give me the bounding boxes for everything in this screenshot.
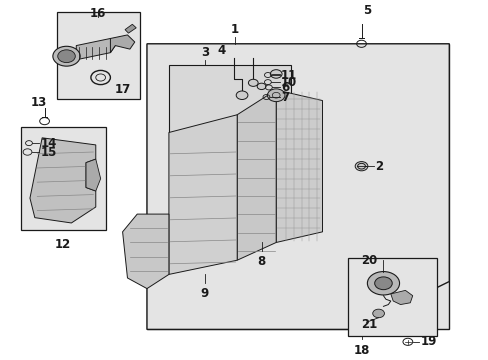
Text: 2: 2 [374,160,383,173]
Circle shape [257,83,265,90]
Text: 6: 6 [281,81,289,94]
Polygon shape [147,44,448,329]
Text: 13: 13 [31,96,47,109]
Text: 3: 3 [201,46,209,59]
Circle shape [236,91,247,99]
Text: 10: 10 [281,76,297,89]
Text: 21: 21 [361,318,377,330]
Polygon shape [30,138,96,223]
Polygon shape [125,24,136,33]
Polygon shape [237,90,276,260]
Bar [347,258,436,337]
Text: 11: 11 [281,68,297,81]
Text: 4: 4 [217,44,225,57]
Text: 15: 15 [41,145,57,158]
Polygon shape [168,115,237,274]
Bar [147,44,448,329]
Circle shape [372,309,384,318]
Polygon shape [390,291,412,305]
Text: 16: 16 [90,6,106,19]
Circle shape [366,271,399,295]
Circle shape [248,79,258,86]
Polygon shape [76,39,115,60]
Bar [57,12,140,99]
Text: 7: 7 [281,90,288,104]
Polygon shape [168,65,290,214]
Polygon shape [110,35,135,53]
Circle shape [53,46,80,66]
Circle shape [267,89,285,102]
Text: 20: 20 [361,254,377,267]
Circle shape [270,70,282,78]
Circle shape [58,50,75,63]
Text: 18: 18 [353,343,369,357]
Text: 17: 17 [114,84,130,96]
Text: 1: 1 [230,23,238,36]
Bar [21,127,105,230]
Text: 5: 5 [363,4,371,17]
Text: 14: 14 [41,137,57,150]
Text: 12: 12 [55,238,71,251]
Polygon shape [276,90,322,243]
Polygon shape [86,159,101,191]
Text: 19: 19 [420,335,436,348]
Circle shape [374,277,391,290]
Text: 9: 9 [200,287,208,300]
Circle shape [354,162,367,171]
Text: 8: 8 [257,255,265,268]
Polygon shape [122,214,168,289]
